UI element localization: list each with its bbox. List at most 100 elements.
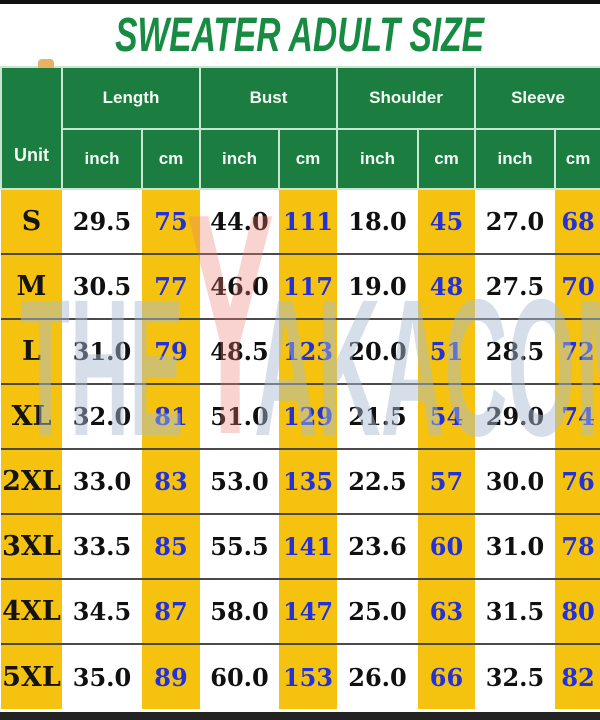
bust-cm-cell: 111 — [279, 189, 337, 254]
sleeve-inch-cell: 27.0 — [475, 189, 556, 254]
bottom-bar — [0, 712, 600, 720]
bust-inch-cell: 51.0 — [200, 383, 279, 449]
corner-tab-mark — [38, 59, 54, 68]
shoulder-inch-cell: 26.0 — [337, 643, 418, 709]
length-cm-cell: 81 — [142, 383, 200, 449]
sleeve-inch-cell: 28.5 — [475, 318, 556, 384]
shoulder-cm-cell: 63 — [418, 578, 476, 644]
length-inch-cell: 33.0 — [62, 448, 142, 514]
header-sub-row: inch cm inch cm inch cm inch cm — [1, 128, 600, 190]
size-cell: 3XL — [1, 513, 62, 579]
title-area: SWEATER ADULT SIZE — [0, 4, 600, 66]
size-cell: S — [1, 189, 62, 254]
length-cm-cell: 79 — [142, 318, 200, 384]
sleeve-cm-cell: 80 — [555, 578, 600, 644]
sleeve-inch-cell: 31.0 — [475, 513, 556, 579]
sleeve-cm-cell: 74 — [555, 383, 600, 449]
group-header-length: Length — [61, 66, 201, 130]
shoulder-inch-cell: 22.5 — [337, 448, 418, 514]
table-row-s: S 29.5 75 44.0 111 18.0 45 27.0 68 — [1, 189, 600, 254]
sleeve-cm-cell: 68 — [555, 189, 600, 254]
bust-inch-cell: 60.0 — [200, 643, 279, 709]
sleeve-cm-cell: 70 — [555, 253, 600, 319]
sleeve-cm-cell: 76 — [555, 448, 600, 514]
bust-cm-cell: 117 — [279, 253, 337, 319]
shoulder-cm-cell: 51 — [418, 318, 476, 384]
bust-inch-cell: 53.0 — [200, 448, 279, 514]
length-cm-cell: 83 — [142, 448, 200, 514]
length-cm-cell: 75 — [142, 189, 200, 254]
bust-inch-cell: 48.5 — [200, 318, 279, 384]
table-row-4xl: 4XL 34.5 87 58.0 147 25.0 63 31.5 80 — [1, 578, 600, 644]
subheader-sleeve-inch: inch — [474, 128, 557, 190]
sleeve-cm-cell: 82 — [555, 643, 600, 709]
subheader-sleeve-cm: cm — [554, 128, 600, 190]
shoulder-inch-cell: 18.0 — [337, 189, 418, 254]
length-cm-cell: 87 — [142, 578, 200, 644]
length-inch-cell: 31.0 — [62, 318, 142, 384]
size-cell: XL — [1, 383, 62, 449]
length-inch-cell: 29.5 — [62, 189, 142, 254]
subheader-length-inch: inch — [61, 128, 143, 190]
sleeve-inch-cell: 31.5 — [475, 578, 556, 644]
shoulder-cm-cell: 45 — [418, 189, 476, 254]
size-cell: L — [1, 318, 62, 384]
table-row-3xl: 3XL 33.5 85 55.5 141 23.6 60 31.0 78 — [1, 513, 600, 579]
sleeve-inch-cell: 27.5 — [475, 253, 556, 319]
shoulder-cm-cell: 54 — [418, 383, 476, 449]
header-group-row: Unit Length Bust Shoulder Sleeve — [0, 66, 600, 190]
size-cell: 2XL — [1, 448, 62, 514]
shoulder-inch-cell: 21.5 — [337, 383, 418, 449]
bust-inch-cell: 58.0 — [200, 578, 279, 644]
size-chart-table: Unit Length Bust Shoulder Sleeve inch cm… — [0, 66, 600, 709]
length-inch-cell: 33.5 — [62, 513, 142, 579]
subheader-shoulder-inch: inch — [336, 128, 419, 190]
size-cell: 5XL — [1, 643, 62, 709]
top-bar — [0, 0, 600, 4]
table-row-5xl: 5XL 35.0 89 60.0 153 26.0 66 32.5 82 — [1, 643, 600, 709]
bust-inch-cell: 46.0 — [200, 253, 279, 319]
bust-inch-cell: 44.0 — [200, 189, 279, 254]
shoulder-cm-cell: 48 — [418, 253, 476, 319]
bust-cm-cell: 129 — [279, 383, 337, 449]
length-cm-cell: 89 — [142, 643, 200, 709]
table-body: S 29.5 75 44.0 111 18.0 45 27.0 68 M 30.… — [1, 189, 600, 709]
bust-inch-cell: 55.5 — [200, 513, 279, 579]
length-inch-cell: 30.5 — [62, 253, 142, 319]
unit-header: Unit — [0, 66, 63, 190]
sleeve-inch-cell: 30.0 — [475, 448, 556, 514]
bust-cm-cell: 141 — [279, 513, 337, 579]
subheader-shoulder-cm: cm — [416, 128, 477, 190]
subheader-bust-inch: inch — [199, 128, 280, 190]
shoulder-cm-cell: 60 — [418, 513, 476, 579]
group-header-bust: Bust — [199, 66, 338, 130]
shoulder-cm-cell: 66 — [418, 643, 476, 709]
group-header-shoulder: Shoulder — [335, 66, 477, 130]
size-cell: 4XL — [1, 578, 62, 644]
bust-cm-cell: 153 — [279, 643, 337, 709]
sleeve-cm-cell: 78 — [555, 513, 600, 579]
sleeve-cm-cell: 72 — [555, 318, 600, 384]
bust-cm-cell: 123 — [279, 318, 337, 384]
length-inch-cell: 35.0 — [62, 643, 142, 709]
table-row-m: M 30.5 77 46.0 117 19.0 48 27.5 70 — [1, 253, 600, 319]
shoulder-inch-cell: 23.6 — [337, 513, 418, 579]
length-inch-cell: 34.5 — [62, 578, 142, 644]
bust-cm-cell: 135 — [279, 448, 337, 514]
shoulder-inch-cell: 25.0 — [337, 578, 418, 644]
table-header: Unit Length Bust Shoulder Sleeve inch cm… — [0, 66, 600, 190]
shoulder-inch-cell: 20.0 — [337, 318, 418, 384]
length-cm-cell: 85 — [142, 513, 200, 579]
table-row-2xl: 2XL 33.0 83 53.0 135 22.5 57 30.0 76 — [1, 448, 600, 514]
page-title: SWEATER ADULT SIZE — [115, 8, 485, 62]
group-header-sleeve: Sleeve — [474, 66, 600, 130]
subheader-length-cm: cm — [141, 128, 201, 190]
length-cm-cell: 77 — [142, 253, 200, 319]
table-row-l: L 31.0 79 48.5 123 20.0 51 28.5 72 — [1, 318, 600, 384]
size-cell: M — [1, 253, 62, 319]
bust-cm-cell: 147 — [279, 578, 337, 644]
subheader-bust-cm: cm — [278, 128, 338, 190]
sleeve-inch-cell: 29.0 — [475, 383, 556, 449]
shoulder-inch-cell: 19.0 — [337, 253, 418, 319]
